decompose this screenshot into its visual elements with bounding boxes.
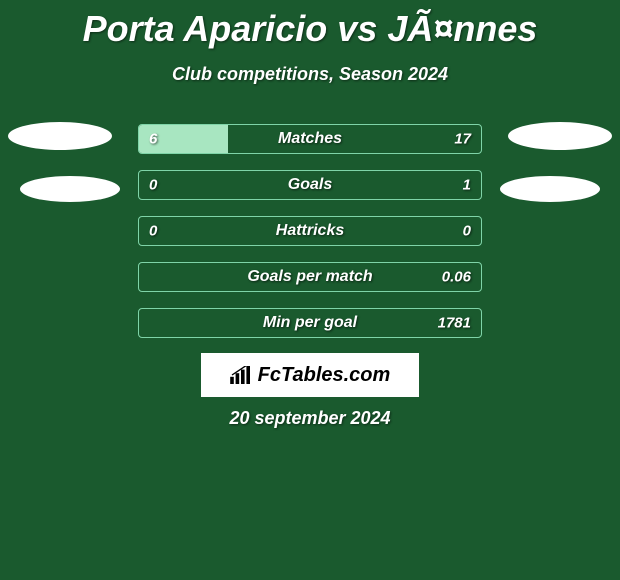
snapshot-date: 20 september 2024 <box>0 408 620 429</box>
stat-label: Goals per match <box>247 268 372 286</box>
stat-label: Hattricks <box>276 222 344 240</box>
stat-label: Goals <box>288 176 332 194</box>
stat-value-right: 17 <box>454 131 471 148</box>
stat-value-right: 1781 <box>438 315 471 332</box>
stat-row-goals-per-match: Goals per match 0.06 <box>138 262 482 292</box>
stat-value-right: 1 <box>463 177 471 194</box>
player-left-marker-top <box>8 122 112 150</box>
stat-value-left: 0 <box>149 177 157 194</box>
comparison-title: Porta Aparicio vs JÃ¤nnes <box>0 0 620 50</box>
chart-icon <box>230 366 252 384</box>
stat-row-matches: 6 Matches 17 <box>138 124 482 154</box>
player-right-marker-bottom <box>500 176 600 202</box>
fctables-logo[interactable]: FcTables.com <box>201 353 419 397</box>
comparison-subtitle: Club competitions, Season 2024 <box>0 64 620 85</box>
player-left-marker-bottom <box>20 176 120 202</box>
logo-text: FcTables.com <box>258 364 391 387</box>
stat-label: Min per goal <box>263 314 357 332</box>
stat-value-left: 0 <box>149 223 157 240</box>
stat-row-goals: 0 Goals 1 <box>138 170 482 200</box>
player-right-marker-top <box>508 122 612 150</box>
stat-label: Matches <box>278 130 342 148</box>
stat-row-min-per-goal: Min per goal 1781 <box>138 308 482 338</box>
comparison-bars: 6 Matches 17 0 Goals 1 0 Hattricks 0 Goa… <box>138 124 482 354</box>
stat-value-left: 6 <box>149 131 157 148</box>
stat-row-hattricks: 0 Hattricks 0 <box>138 216 482 246</box>
stat-value-right: 0 <box>463 223 471 240</box>
stat-value-right: 0.06 <box>442 269 471 286</box>
